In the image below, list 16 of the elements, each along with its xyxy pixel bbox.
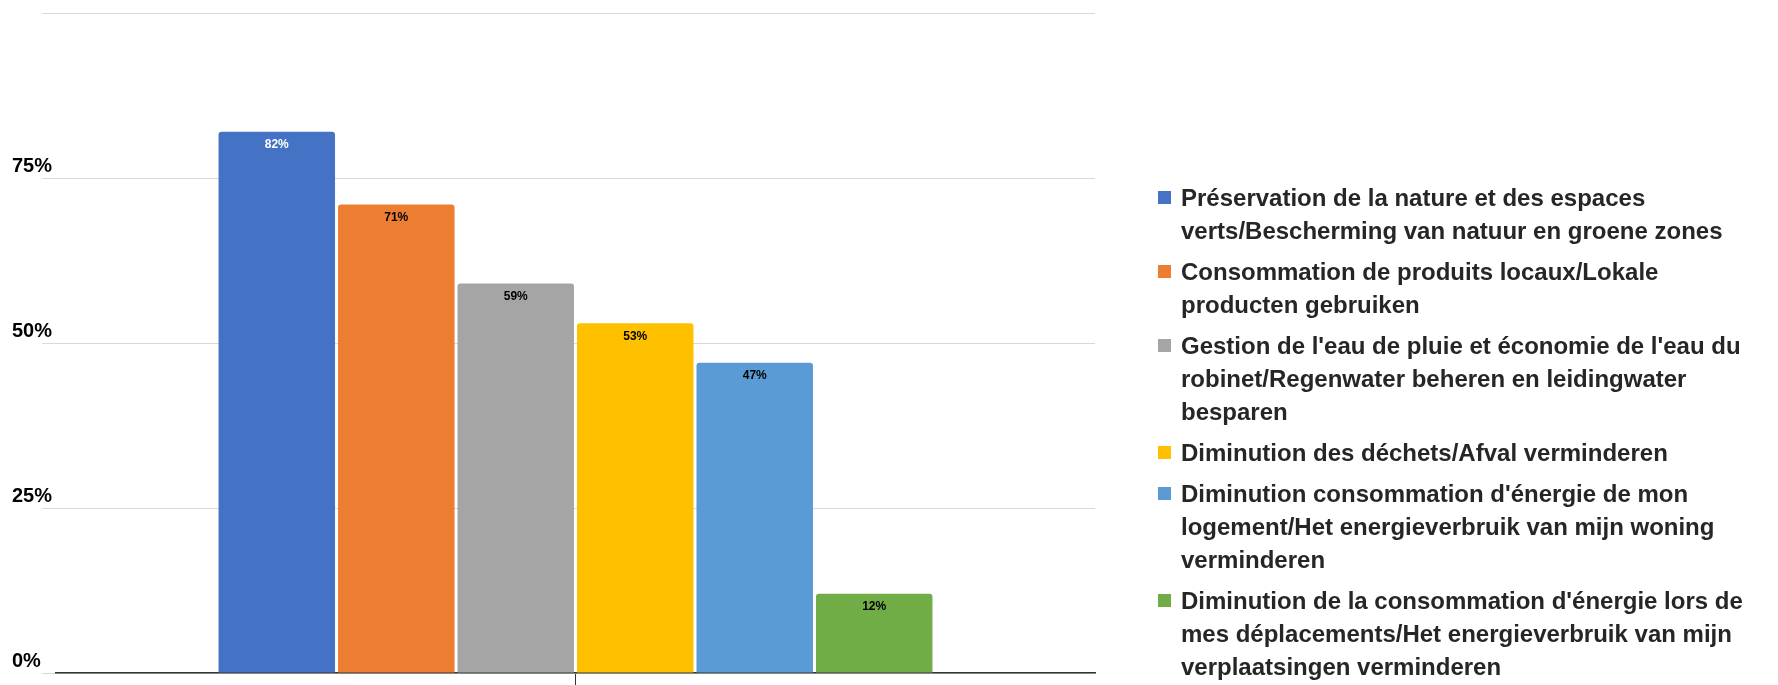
y-tick-label: 25% bbox=[12, 483, 53, 506]
legend-label: Diminution des déchets/Afval verminderen bbox=[1181, 438, 1669, 468]
legend-label: Diminution de la consommation d'énergie lors de mes déplacements/Het energieverbruik van mijn verplaatsingen verminderen bbox=[1181, 586, 1744, 682]
y-tick-label: 50% bbox=[12, 318, 53, 341]
legend-label: Consommation de produits locaux/Lokale producten gebruiken bbox=[1181, 257, 1660, 320]
legend-label: Préservation de la nature et des espaces verts/Bescherming van natuur en groene zones bbox=[1181, 183, 1724, 246]
data-label: 53% bbox=[623, 328, 648, 343]
y-tick-label: 0% bbox=[12, 648, 42, 671]
y-tick-label: 75% bbox=[12, 153, 53, 176]
data-label: 82% bbox=[264, 137, 290, 152]
data-label: 59% bbox=[503, 288, 529, 303]
legend-label: Gestion de l'eau de pluie et économie de l'eau du robinet/Regenwater beheren en leidingwater besparen bbox=[1181, 331, 1742, 427]
data-label: 71% bbox=[384, 209, 409, 224]
data-label: 47% bbox=[742, 368, 768, 383]
legend-label: Diminution consommation d'énergie de mon logement/Het energieverbruik van mijn woning verminderen bbox=[1181, 479, 1716, 575]
data-label: 12% bbox=[862, 599, 887, 614]
